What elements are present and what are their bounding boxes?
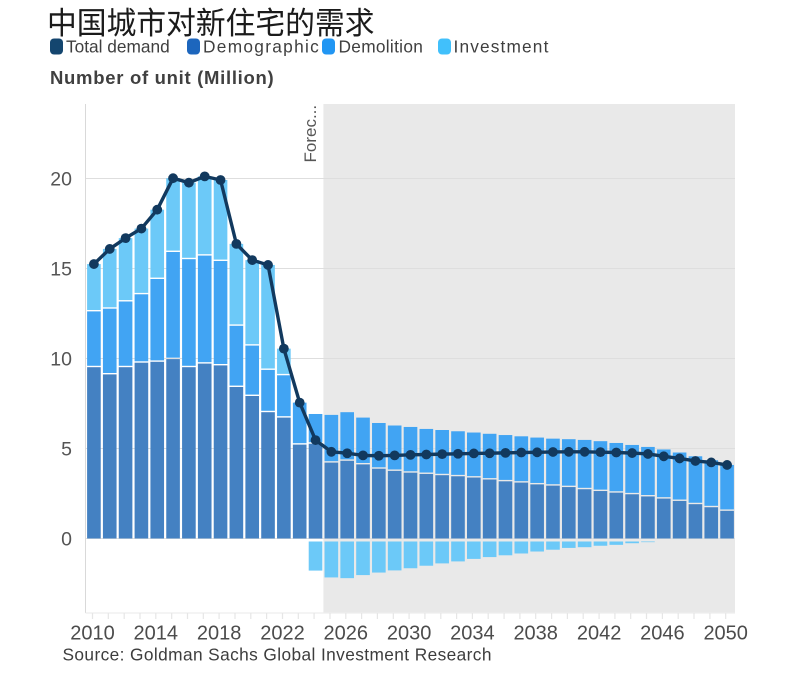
svg-text:2030: 2030 (387, 623, 432, 645)
svg-text:15: 15 (50, 259, 72, 281)
svg-text:2042: 2042 (577, 623, 622, 645)
svg-text:Source: Goldman Sachs Global I: Source: Goldman Sachs Global Investment … (63, 645, 492, 665)
svg-text:Demographic: Demographic (203, 37, 320, 57)
svg-text:2034: 2034 (450, 623, 495, 645)
svg-text:2050: 2050 (703, 623, 748, 645)
svg-text:0: 0 (61, 529, 72, 551)
svg-text:2010: 2010 (70, 623, 115, 645)
svg-text:10: 10 (50, 349, 72, 371)
svg-text:2046: 2046 (640, 623, 685, 645)
svg-text:20: 20 (50, 169, 72, 191)
svg-text:Investment: Investment (454, 37, 550, 57)
svg-text:2014: 2014 (134, 623, 179, 645)
svg-text:2038: 2038 (513, 623, 558, 645)
svg-text:2026: 2026 (324, 623, 369, 645)
svg-text:Number of unit (Million): Number of unit (Million) (50, 67, 274, 88)
svg-text:Demolition: Demolition (339, 37, 424, 57)
svg-text:Total demand: Total demand (66, 37, 170, 57)
svg-text:2018: 2018 (197, 623, 242, 645)
svg-text:Forec...: Forec... (301, 105, 320, 163)
svg-text:5: 5 (61, 439, 72, 461)
svg-text:2022: 2022 (260, 623, 305, 645)
